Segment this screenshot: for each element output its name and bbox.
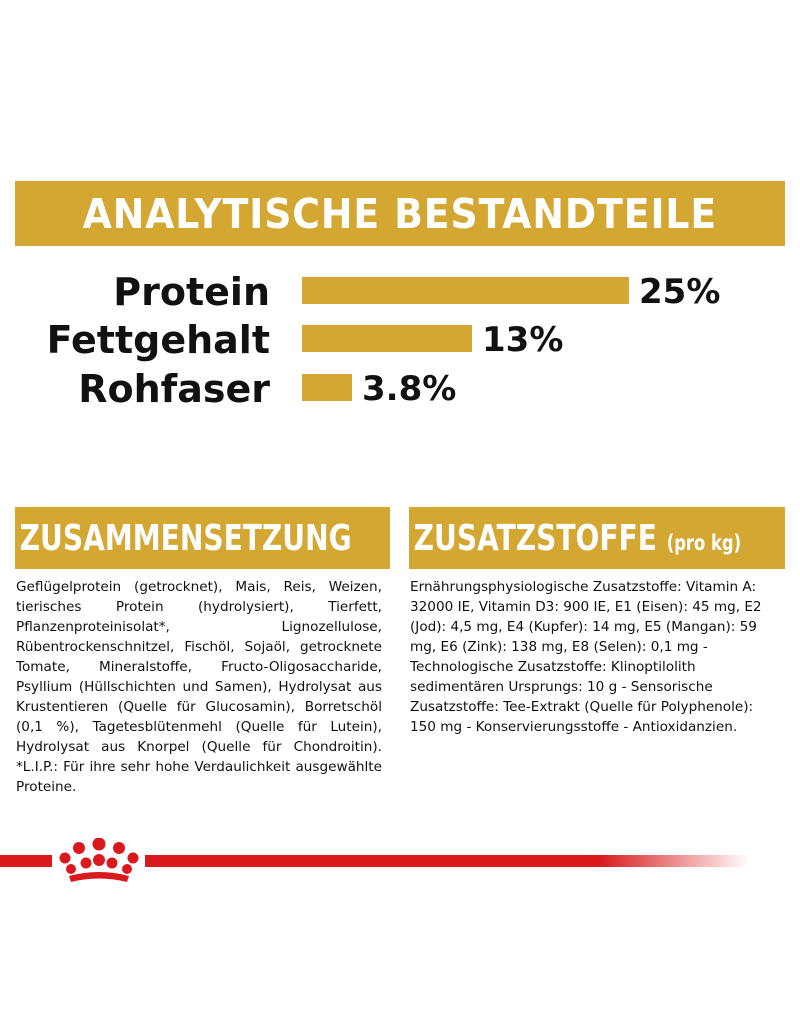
bar-fettgehalt (302, 325, 472, 352)
additives-subtitle: (pro kg) (666, 530, 742, 555)
composition-header: ZUSAMMENSETZUNG (15, 507, 390, 569)
additives-title-wrap: ZUSATZSTOFFE (pro kg) (409, 518, 741, 559)
brand-line-right (145, 855, 750, 867)
brand-line-left (0, 855, 52, 867)
additives-title: ZUSATZSTOFFE (413, 517, 657, 559)
bar-label-fettgehalt: Fettgehalt (46, 318, 270, 362)
bar-value-rohfaser: 3.8% (362, 369, 457, 409)
additives-header: ZUSATZSTOFFE (pro kg) (409, 507, 785, 569)
bar-label-rohfaser: Rohfaser (78, 367, 270, 411)
bar-label-protein: Protein (113, 270, 270, 314)
composition-title: ZUSAMMENSETZUNG (19, 517, 352, 559)
bar-value-protein: 25% (639, 272, 721, 312)
bar-rohfaser (302, 374, 352, 401)
bar-value-fettgehalt: 13% (482, 320, 564, 360)
additives-text: Ernährungsphysiologische Zusatzstoffe: V… (410, 579, 762, 735)
banner-title: ANALYTISCHE BESTANDTEILE (82, 189, 718, 238)
bar-protein (302, 277, 629, 304)
crown-icon (59, 838, 139, 882)
composition-text: Geflügelprotein (getrocknet), Mais, Reis… (16, 579, 382, 795)
analysis-banner: ANALYTISCHE BESTANDTEILE (15, 181, 785, 246)
